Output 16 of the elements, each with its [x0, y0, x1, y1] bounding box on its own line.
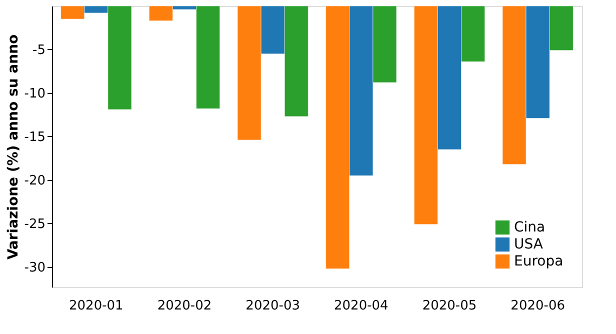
y-tick-label: -25 — [24, 216, 46, 232]
y-tick-label: -20 — [24, 173, 46, 188]
y-tick-label: -5 — [32, 43, 46, 58]
x-tick-label: 2020-01 — [69, 298, 124, 314]
legend-label: Europa — [514, 254, 564, 270]
y-tick-label: -30 — [24, 260, 46, 276]
legend-label: Cina — [514, 220, 546, 236]
x-tick-label: 2020-04 — [334, 298, 388, 314]
x-tick-label: 2020-06 — [510, 298, 565, 314]
y-tick-label: -15 — [24, 130, 46, 145]
x-tick-label: 2020-02 — [157, 298, 212, 314]
legend-label: USA — [514, 236, 544, 252]
y-axis-title: Variazione (%) anno su anno — [5, 34, 22, 260]
x-tick-label: 2020-03 — [246, 298, 300, 314]
y-tick-label: -10 — [24, 86, 46, 102]
x-tick-label: 2020-05 — [422, 298, 477, 314]
